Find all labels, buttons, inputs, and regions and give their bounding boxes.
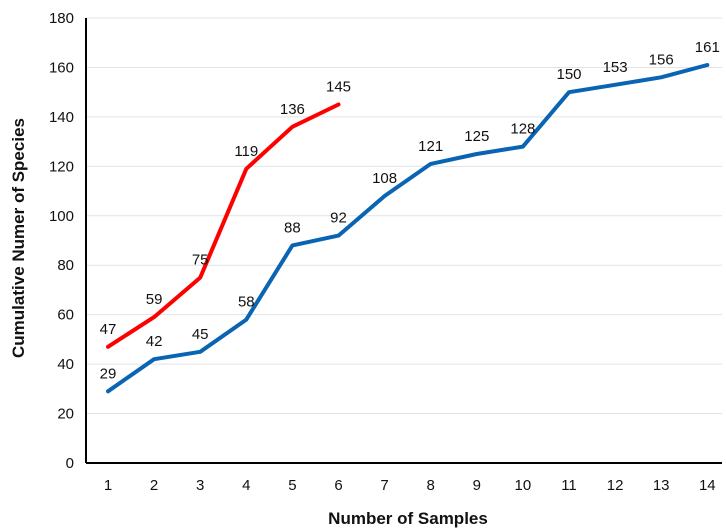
y-tick-label-100: 100 — [49, 208, 74, 225]
y-axis-title: Cumulative Numer of Species — [9, 118, 28, 358]
data-label-series-2-x3: 45 — [192, 326, 209, 343]
y-tick-label-140: 140 — [49, 109, 74, 126]
data-label-series-1-x2: 59 — [146, 291, 163, 308]
data-label-series-2-x10: 128 — [510, 121, 535, 138]
y-tick-label-0: 0 — [66, 455, 74, 472]
data-label-series-2-x12: 153 — [603, 59, 628, 76]
data-labels: 47 59 75 119 136 145 29 42 45 58 88 92 108 121 125 128 1… — [100, 39, 720, 382]
data-label-series-2-x14: 161 — [695, 39, 720, 56]
data-label-series-1-x4: 119 — [234, 143, 258, 160]
data-label-series-2-x1: 29 — [100, 365, 117, 382]
data-label-series-2-x6: 92 — [330, 210, 347, 227]
data-label-series-2-x9: 125 — [464, 128, 489, 145]
x-tick-label-4: 4 — [242, 477, 250, 494]
data-label-series-1-x6: 145 — [326, 79, 351, 96]
x-tick-label-1: 1 — [104, 477, 112, 494]
y-tick-label-160: 160 — [49, 59, 74, 76]
data-label-series-2-x11: 150 — [556, 66, 581, 83]
data-label-series-2-x2: 42 — [146, 333, 163, 350]
series-line-2 — [106, 63, 710, 394]
series-line-1 — [106, 102, 341, 349]
x-tick-label-8: 8 — [427, 477, 435, 494]
y-tick-label-80: 80 — [57, 257, 74, 274]
data-label-series-2-x7: 108 — [372, 170, 397, 187]
y-tick-label-120: 120 — [49, 158, 74, 175]
x-axis-title: Number of Samples — [328, 509, 488, 528]
data-label-series-1-x1: 47 — [100, 321, 117, 338]
x-tick-label-14: 14 — [699, 477, 716, 494]
x-tick-label-5: 5 — [288, 477, 296, 494]
y-tick-label-40: 40 — [57, 356, 74, 373]
y-tick-label-180: 180 — [49, 10, 74, 27]
x-tick-label-9: 9 — [473, 477, 481, 494]
x-tick-label-6: 6 — [334, 477, 342, 494]
x-tick-label-13: 13 — [653, 477, 670, 494]
gridlines — [86, 17, 722, 415]
x-tick-label-10: 10 — [515, 477, 532, 494]
series-lines — [106, 63, 710, 394]
data-label-series-2-x13: 156 — [649, 51, 674, 68]
y-tick-label-60: 60 — [57, 307, 74, 324]
x-tick-label-3: 3 — [196, 477, 204, 494]
y-tick-label-20: 20 — [57, 406, 74, 423]
x-tick-label-2: 2 — [150, 477, 158, 494]
data-label-series-2-x5: 88 — [284, 219, 301, 236]
data-label-series-2-x8: 121 — [418, 138, 443, 155]
axes — [85, 18, 722, 464]
data-label-series-1-x5: 136 — [280, 101, 305, 118]
data-label-series-2-x4: 58 — [238, 294, 255, 311]
data-label-series-1-x3: 75 — [192, 252, 209, 269]
x-tick-label-12: 12 — [607, 477, 624, 494]
x-tick-label-7: 7 — [380, 477, 388, 494]
x-tick-label-11: 11 — [561, 477, 577, 494]
